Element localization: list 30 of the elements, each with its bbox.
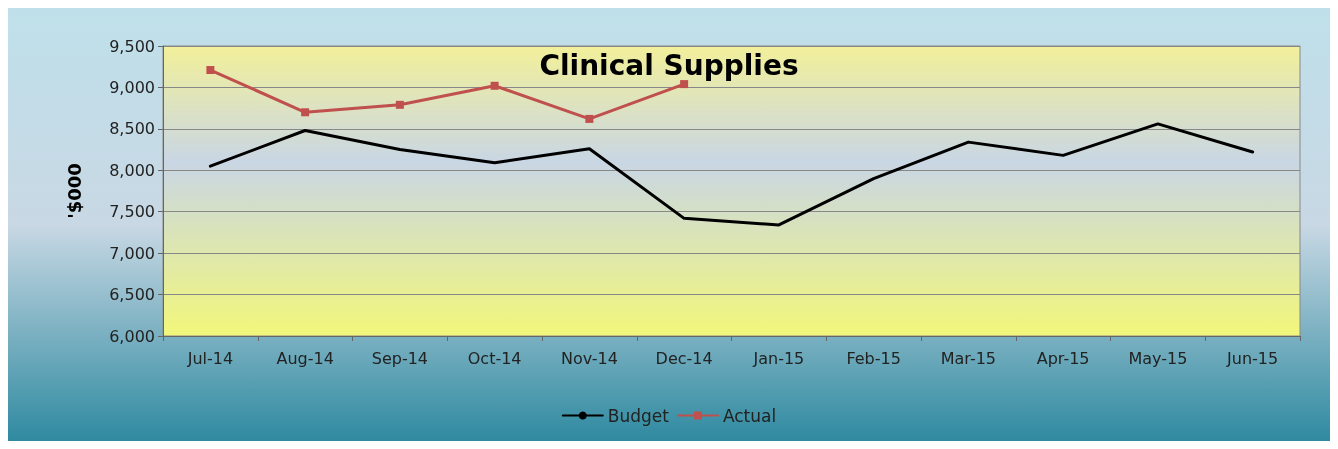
x-tick-label: Jun-15 — [1226, 348, 1279, 368]
legend-label: Budget — [607, 405, 670, 426]
x-tick-label: Feb-15 — [846, 348, 901, 368]
y-tick-label: 9,000 — [109, 77, 155, 97]
x-tick-label: May-15 — [1128, 348, 1188, 368]
y-tick-label: 6,000 — [109, 326, 155, 346]
x-tick-label: Dec-14 — [655, 348, 713, 368]
point — [395, 100, 404, 109]
point — [585, 114, 594, 123]
x-tick-label: Jul-14 — [186, 348, 234, 368]
y-tick-label: 7,500 — [109, 202, 155, 222]
x-tick-label: Apr-15 — [1036, 348, 1090, 368]
y-tick-label: 6,500 — [109, 285, 155, 305]
line-series — [208, 122, 1255, 227]
x-tick-label: Mar-15 — [940, 348, 997, 368]
x-tick-label: Oct-14 — [467, 348, 522, 368]
y-tick-label: 7,000 — [109, 243, 155, 263]
y-axis-title: '$000 — [63, 163, 85, 219]
x-tick-label: Jan-15 — [752, 348, 805, 368]
y-tick-label: 9,500 — [109, 36, 155, 56]
x-tick-label: Sep-14 — [371, 348, 429, 368]
x-tick-label: Aug-14 — [276, 348, 334, 368]
point — [206, 66, 215, 75]
y-tick-label: 8,000 — [109, 160, 155, 180]
point — [490, 81, 499, 90]
point — [301, 108, 310, 117]
x-tick-label: Nov-14 — [560, 348, 618, 368]
legend-label: Actual — [722, 405, 777, 426]
y-tick-label: 8,500 — [109, 119, 155, 139]
chart-title: Clinical Supplies — [539, 48, 799, 82]
